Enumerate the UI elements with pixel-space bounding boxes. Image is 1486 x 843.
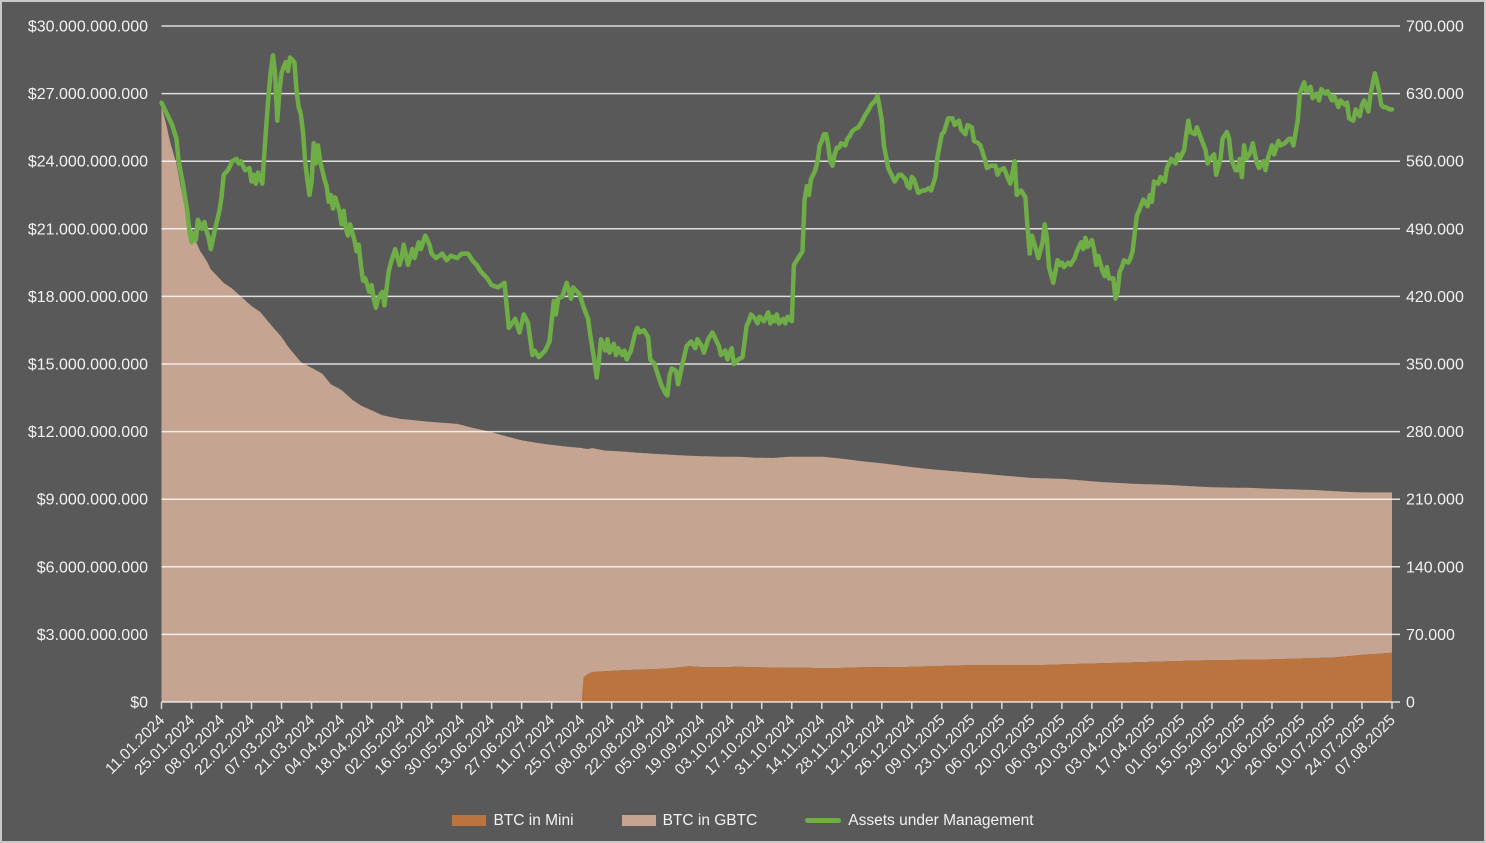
legend-label-gbtc: BTC in GBTC xyxy=(662,811,758,829)
y-axis-left-label: $12.000.000.000 xyxy=(28,424,148,441)
y-axis-left-label: $9.000.000.000 xyxy=(37,492,148,509)
y-axis-right-label: 140.000 xyxy=(1406,559,1464,576)
gbtc-area-swatch-icon xyxy=(621,814,656,826)
legend-label-mini: BTC in Mini xyxy=(493,811,574,829)
legend-label-aum: Assets under Management xyxy=(848,811,1034,829)
y-axis-left-label: $24.000.000.000 xyxy=(28,154,148,171)
y-axis-right-label: 0 xyxy=(1406,695,1415,712)
y-axis-right-label: 420.000 xyxy=(1406,289,1464,306)
aum-line xyxy=(159,53,1395,398)
y-axis-right-label: 280.000 xyxy=(1406,424,1464,441)
y-axis-left-label: $3.000.000.000 xyxy=(37,627,148,644)
y-axis-right-label: 700.000 xyxy=(1406,19,1464,36)
gbtc-area xyxy=(161,106,1392,702)
y-axis-left-label: $0 xyxy=(130,695,148,712)
legend-item-btc-in-gbtc: BTC in GBTC xyxy=(621,811,758,829)
y-axis-left-label: $15.000.000.000 xyxy=(28,357,148,374)
y-axis-right-label: 350.000 xyxy=(1406,357,1464,374)
legend: BTC in Mini BTC in GBTC Assets under Man… xyxy=(2,805,1484,835)
aum-line-swatch-icon xyxy=(805,817,842,823)
y-axis-left-label: $18.000.000.000 xyxy=(28,289,148,306)
y-axis-left-label: $6.000.000.000 xyxy=(37,559,148,576)
y-axis-left-label: $30.000.000.000 xyxy=(28,19,148,36)
y-axis-right-label: 210.000 xyxy=(1406,492,1464,509)
y-axis-left-label: $21.000.000.000 xyxy=(28,221,148,238)
y-axis-right-label: 490.000 xyxy=(1406,221,1464,238)
legend-item-aum: Assets under Management xyxy=(805,811,1034,829)
mini-area xyxy=(161,652,1392,702)
mini-area-swatch-icon xyxy=(452,814,487,826)
y-axis-left-label: $27.000.000.000 xyxy=(28,86,148,103)
y-axis-right-label: 70.000 xyxy=(1406,627,1455,644)
y-axis-right-label: 630.000 xyxy=(1406,86,1464,103)
y-axis-right-label: 560.000 xyxy=(1406,154,1464,171)
legend-item-btc-in-mini: BTC in Mini xyxy=(452,811,574,829)
